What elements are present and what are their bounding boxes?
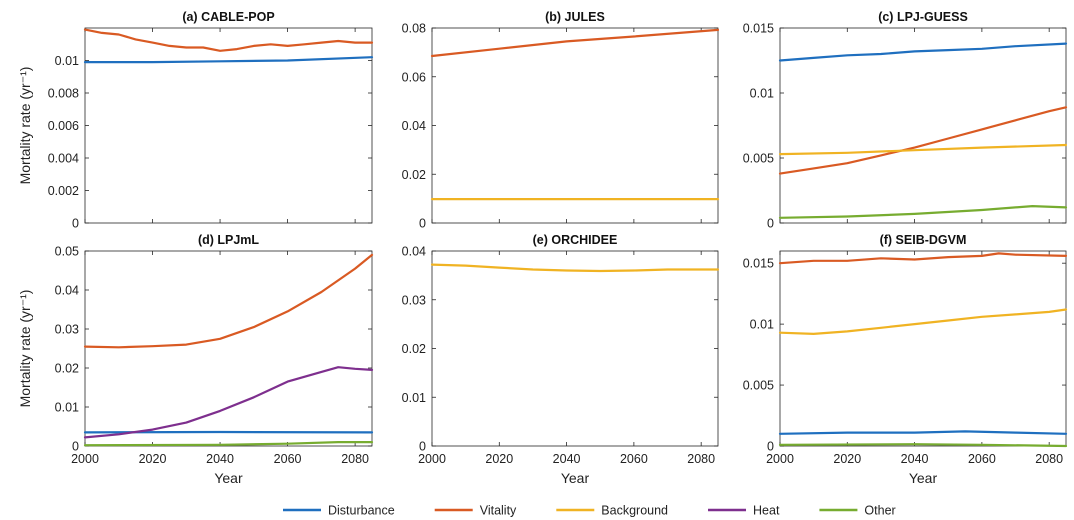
x-tick-label: 2020 xyxy=(139,452,167,466)
panel-4: 0 0.01 0.02 0.03 0.04 0.05 2000 2020 2040 2060 208… xyxy=(17,233,374,486)
series-line-background xyxy=(778,308,1068,335)
panel-1: 0 0.002 0.004 0.006 0.008 0.01 (a) CABLE-POP Mo… xyxy=(17,10,374,231)
plot-frame xyxy=(779,27,1067,224)
y-tick-label: 0 xyxy=(419,440,426,454)
series-line-disturbance xyxy=(778,42,1068,62)
legend: Disturbance Vitality Background Heat Other xyxy=(283,504,896,518)
y-tick-label: 0.005 xyxy=(743,152,774,166)
x-axis-label: Year xyxy=(214,470,243,486)
panel-title: (d) LPJmL xyxy=(198,233,259,247)
x-tick-label: 2060 xyxy=(274,452,302,466)
series-line-heat xyxy=(83,366,374,439)
y-tick-label: 0 xyxy=(767,440,774,454)
legend-label-disturbance: Disturbance xyxy=(328,504,395,518)
x-tick-label: 2080 xyxy=(341,452,369,466)
panel-5: 0 0.01 0.02 0.03 0.04 2000 2020 2040 2060 2080 (e)… xyxy=(402,233,720,486)
legend-label-other: Other xyxy=(864,504,895,518)
series-line-background xyxy=(778,143,1068,156)
x-tick-label: 2000 xyxy=(766,452,794,466)
x-axis-label: Year xyxy=(909,470,938,486)
y-tick-label: 0.01 xyxy=(750,318,774,332)
y-tick-label: 0.05 xyxy=(55,245,79,259)
y-tick-label: 0 xyxy=(419,217,426,231)
y-tick-label: 0.015 xyxy=(743,22,774,36)
y-tick-label: 0.004 xyxy=(48,152,79,166)
y-tick-label: 0 xyxy=(767,217,774,231)
x-tick-label: 2040 xyxy=(206,452,234,466)
legend-label-vitality: Vitality xyxy=(480,504,517,518)
y-tick-label: 0.08 xyxy=(402,22,426,36)
x-tick-label: 2020 xyxy=(833,452,861,466)
y-tick-label: 0.006 xyxy=(48,119,79,133)
x-tick-label: 2000 xyxy=(71,452,99,466)
legend-label-background: Background xyxy=(601,504,668,518)
series-line-vitality xyxy=(83,253,374,349)
y-tick-label: 0.04 xyxy=(402,119,426,133)
x-tick-label: 2060 xyxy=(968,452,996,466)
plot-frame xyxy=(779,250,1067,447)
y-tick-label: 0.04 xyxy=(402,245,426,259)
y-axis-label: Mortality rate (yr⁻¹) xyxy=(17,67,33,185)
series-line-other xyxy=(83,441,374,447)
panel-title: (e) ORCHIDEE xyxy=(533,233,618,247)
y-tick-label: 0.04 xyxy=(55,284,79,298)
series-line-vitality xyxy=(778,106,1068,175)
x-tick-label: 2080 xyxy=(1035,452,1063,466)
y-tick-label: 0.005 xyxy=(743,379,774,393)
plot-frame xyxy=(84,250,373,447)
series-line-disturbance xyxy=(778,430,1068,435)
series-line-vitality xyxy=(778,252,1068,265)
y-tick-label: 0.03 xyxy=(55,323,79,337)
y-tick-label: 0.002 xyxy=(48,184,79,198)
y-tick-label: 0.03 xyxy=(402,293,426,307)
x-tick-label: 2020 xyxy=(485,452,513,466)
series-line-vitality xyxy=(430,28,720,58)
y-tick-label: 0.02 xyxy=(55,362,79,376)
x-tick-label: 2080 xyxy=(687,452,715,466)
panel-2: 0 0.02 0.04 0.06 0.08 (b) JULES xyxy=(402,10,720,231)
panel-title: (b) JULES xyxy=(545,10,605,24)
series-line-other xyxy=(778,205,1068,219)
plot-frame xyxy=(84,27,373,224)
x-tick-label: 2040 xyxy=(553,452,581,466)
series-line-disturbance xyxy=(83,56,374,64)
y-tick-label: 0.06 xyxy=(402,70,426,84)
panel-title: (c) LPJ-GUESS xyxy=(878,10,968,24)
panel-title: (f) SEIB-DGVM xyxy=(880,233,967,247)
plot-frame xyxy=(431,250,719,447)
panel-title: (a) CABLE-POP xyxy=(182,10,274,24)
y-tick-label: 0.02 xyxy=(402,342,426,356)
legend-label-heat: Heat xyxy=(753,504,780,518)
y-tick-label: 0 xyxy=(72,217,79,231)
series-line-background xyxy=(430,263,720,273)
x-tick-label: 2000 xyxy=(418,452,446,466)
x-axis-label: Year xyxy=(561,470,590,486)
x-tick-label: 2040 xyxy=(901,452,929,466)
y-tick-label: 0.02 xyxy=(402,168,426,182)
panel-3: 0 0.005 0.01 0.015 (c) LPJ-GUESS xyxy=(743,10,1068,231)
y-tick-label: 0.008 xyxy=(48,87,79,101)
y-tick-label: 0.01 xyxy=(750,87,774,101)
plot-frame xyxy=(431,27,719,224)
y-axis-label: Mortality rate (yr⁻¹) xyxy=(17,290,33,408)
y-tick-label: 0.01 xyxy=(55,401,79,415)
y-tick-label: 0.01 xyxy=(402,391,426,405)
panel-6: 0 0.005 0.01 0.015 2000 2020 2040 2060 2080 (f) S… xyxy=(743,233,1068,486)
y-tick-label: 0.015 xyxy=(743,257,774,271)
x-tick-label: 2060 xyxy=(620,452,648,466)
y-tick-label: 0 xyxy=(72,440,79,454)
y-tick-label: 0.01 xyxy=(55,54,79,68)
series-line-other xyxy=(778,443,1068,448)
series-line-vitality xyxy=(83,28,374,52)
